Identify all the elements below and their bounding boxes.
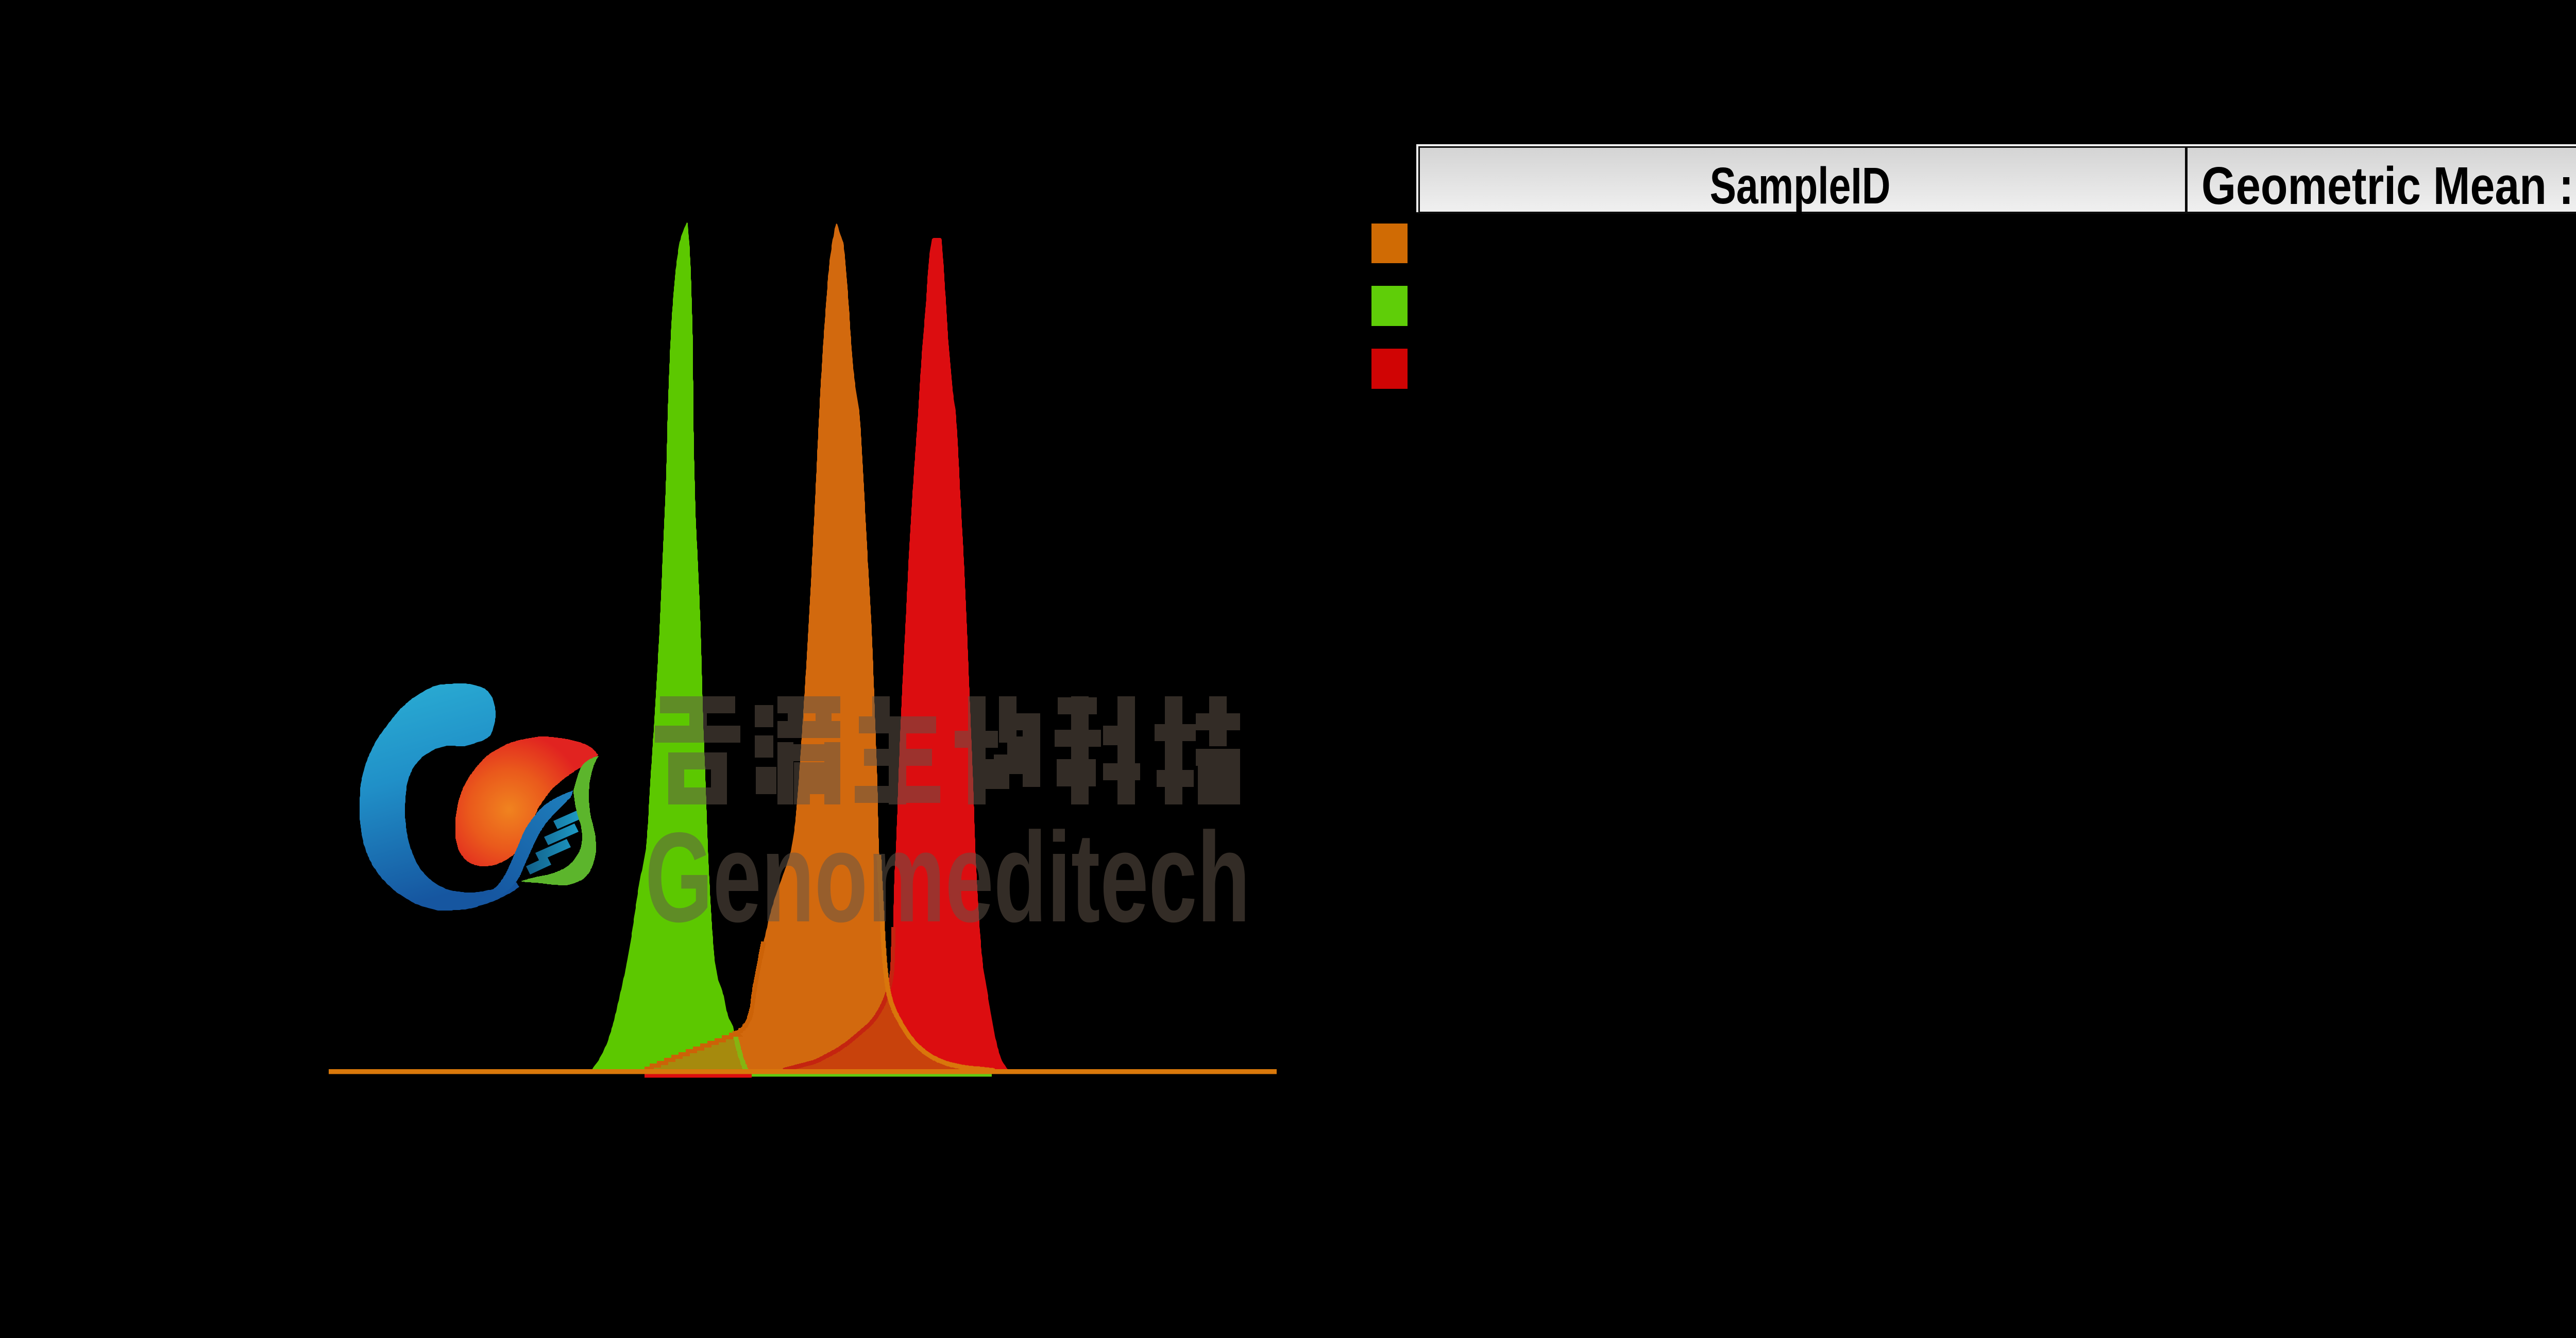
svg-text:Genomeditech: Genomeditech: [645, 806, 1250, 949]
svg-text:SampleID: SampleID: [1710, 157, 1891, 214]
svg-text:Geometric Mean : FL11-H: Geometric Mean : FL11-H: [2201, 157, 2576, 216]
